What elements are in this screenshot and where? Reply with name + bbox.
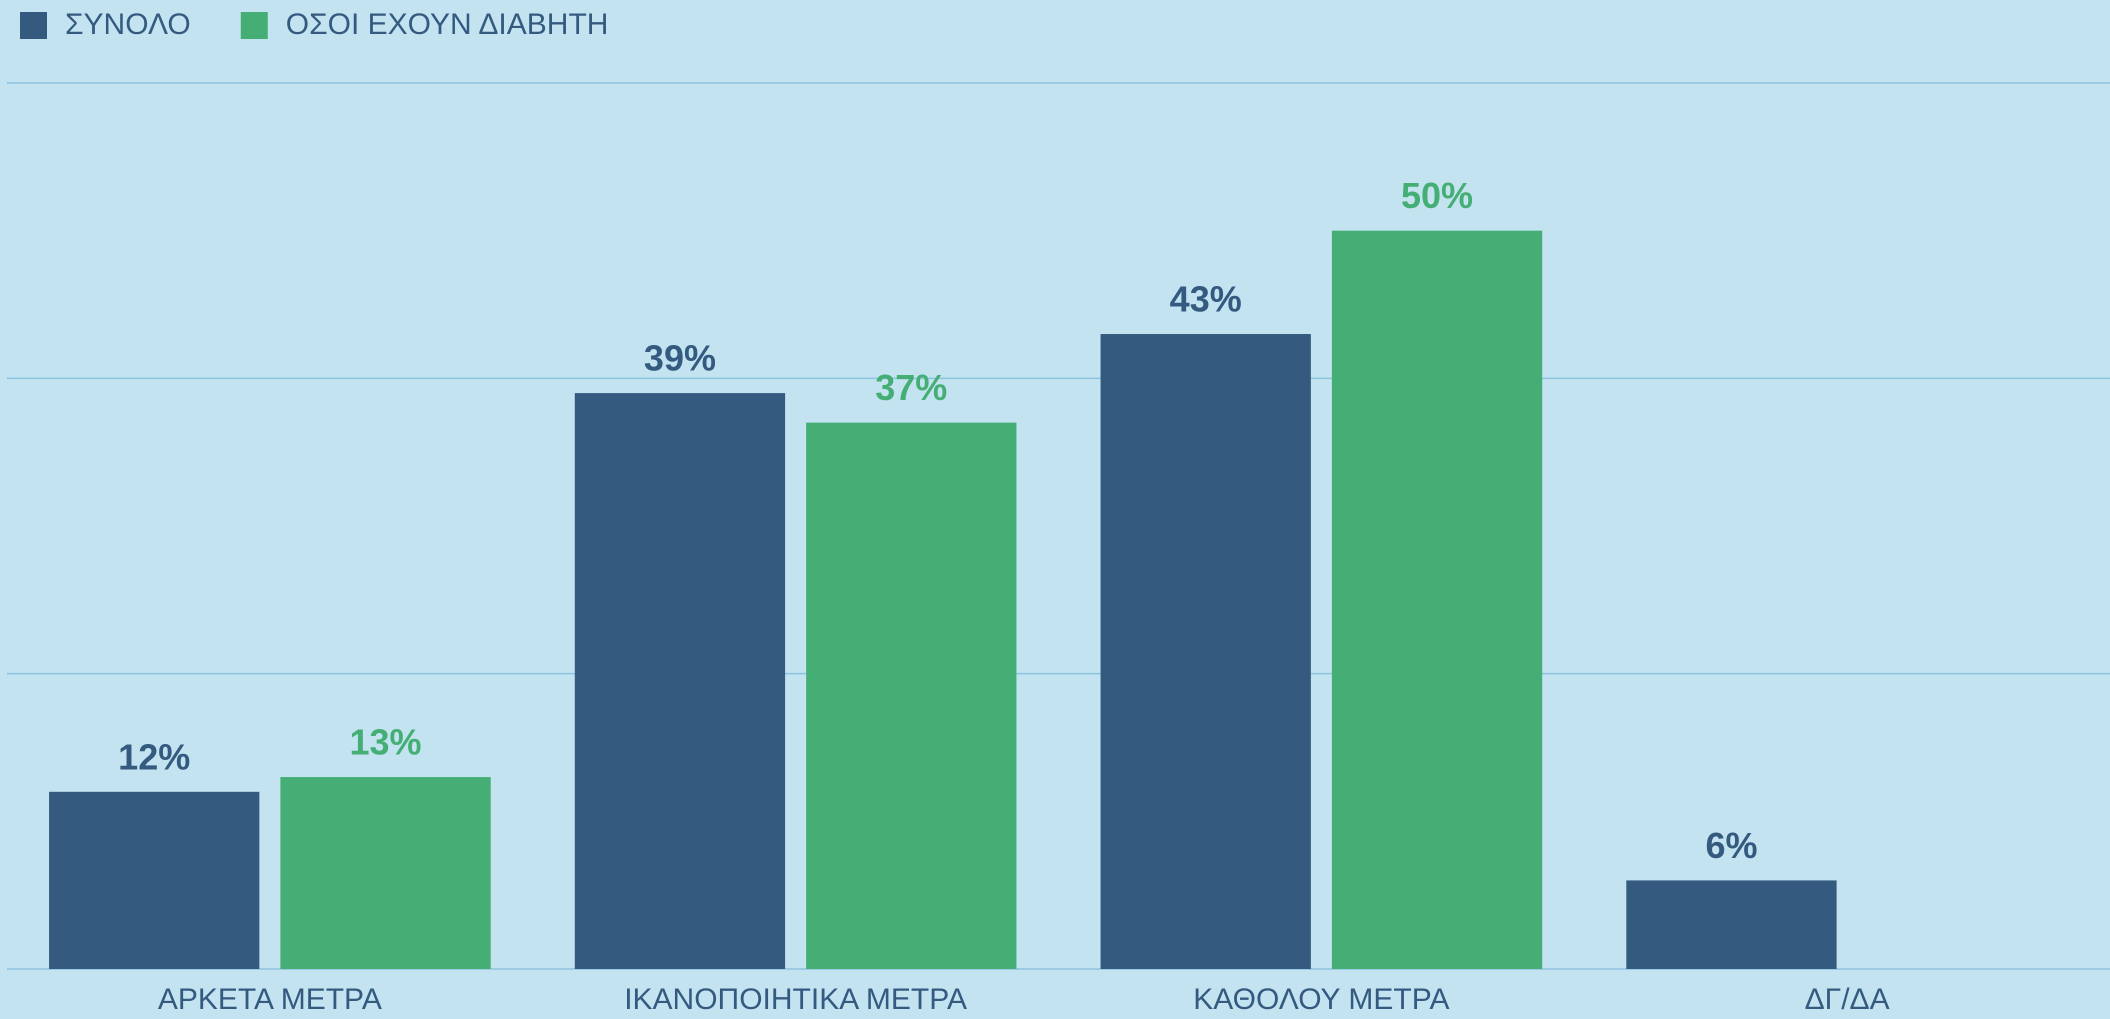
bar <box>1331 230 1543 969</box>
legend-swatch <box>240 12 268 39</box>
x-tick-label: ΙΚΑΝΟΠΟΙΗΤΙΚΑ ΜΕΤΡΑ <box>624 983 967 1016</box>
x-tick-label: ΔΓ/ΔΑ <box>1805 983 1890 1016</box>
legend-swatch <box>20 12 47 39</box>
x-tick-label: ΚΑΘΟΛΟΥ ΜΕΤΡΑ <box>1193 983 1449 1016</box>
value-label: 37% <box>875 367 947 408</box>
bar <box>574 393 786 970</box>
bar <box>49 791 260 969</box>
value-label: 50% <box>1401 175 1473 216</box>
legend-label: ΣΥΝΟΛΟ <box>65 8 191 41</box>
value-label: 12% <box>118 736 190 777</box>
value-label: 13% <box>350 722 422 763</box>
legend-label: ΟΣΟΙ ΕΧΟΥΝ ΔΙΑΒΗΤΗ <box>286 8 609 41</box>
bar <box>1626 880 1837 969</box>
bar <box>806 422 1017 970</box>
bar <box>280 777 491 969</box>
value-label: 39% <box>644 338 716 379</box>
bar <box>1100 334 1311 969</box>
value-label: 6% <box>1705 825 1757 866</box>
value-label: 43% <box>1170 279 1242 320</box>
x-tick-label: ΑΡΚΕΤΑ ΜΕΤΡΑ <box>158 983 382 1016</box>
